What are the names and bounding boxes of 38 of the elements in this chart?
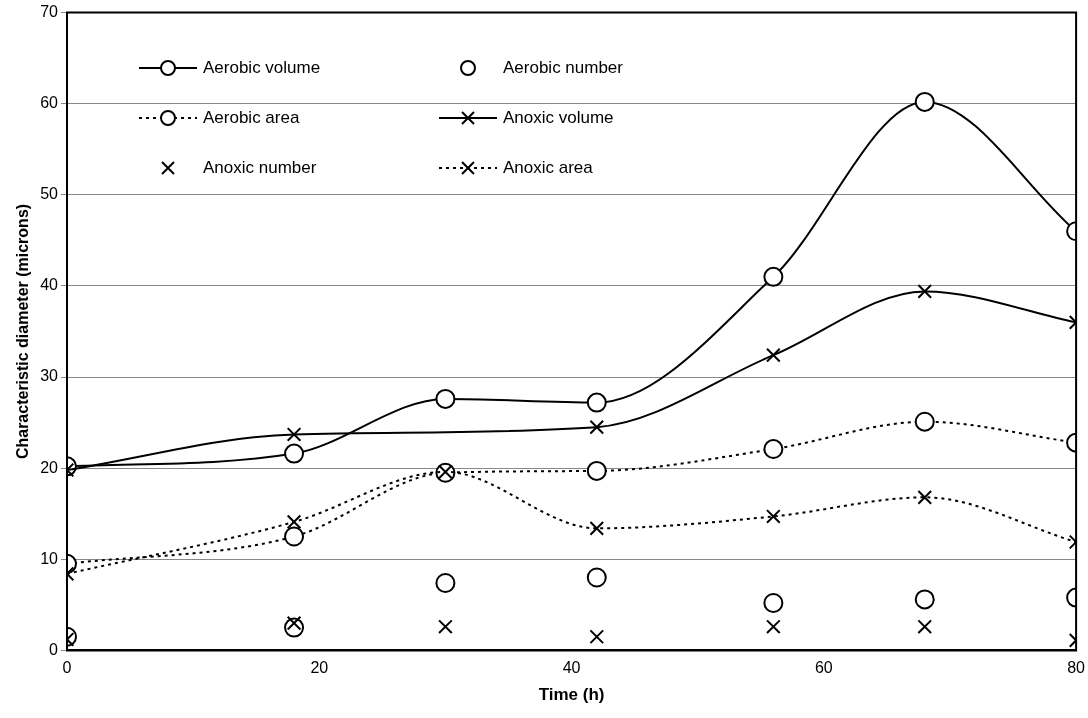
point <box>589 520 605 536</box>
point <box>763 439 784 460</box>
point <box>586 392 607 413</box>
point <box>284 443 305 464</box>
legend-label: Anoxic number <box>202 157 317 178</box>
point <box>438 619 453 635</box>
x-tick-label: 0 <box>62 659 72 677</box>
point <box>589 629 605 645</box>
point <box>766 509 781 524</box>
legend-label: Aerobic number <box>502 57 623 78</box>
x-tick-label: 20 <box>310 659 329 677</box>
y-tick-label: 30 <box>40 367 59 385</box>
legend-label: Anoxic area <box>502 157 593 178</box>
point <box>586 567 607 588</box>
point <box>435 572 456 593</box>
legend-label: Anoxic volume <box>502 107 614 128</box>
y-axis-title: Characteristic diameter (microns) <box>14 203 32 460</box>
y-tick-label: 50 <box>40 185 59 203</box>
point <box>589 419 605 435</box>
x-tick-label: 40 <box>562 659 581 677</box>
legend-label: Aerobic area <box>202 107 300 128</box>
point <box>766 347 781 363</box>
y-tick-label: 70 <box>40 3 59 21</box>
point <box>435 388 456 409</box>
point <box>766 619 781 635</box>
x-tick-label: 60 <box>814 659 833 677</box>
x-axis-title: Time (h) <box>538 685 605 705</box>
y-tick-label: 60 <box>40 94 59 112</box>
y-tick-label: 20 <box>40 458 59 476</box>
point <box>586 460 607 481</box>
y-tick-label: 40 <box>40 276 59 294</box>
y-tick-label: 0 <box>49 640 59 658</box>
x-tick-label: 80 <box>1067 659 1086 677</box>
point <box>763 266 784 287</box>
y-tick-label: 10 <box>40 549 59 567</box>
point <box>763 593 784 614</box>
legend-label: Aerobic volume <box>202 57 321 78</box>
point <box>284 526 305 547</box>
